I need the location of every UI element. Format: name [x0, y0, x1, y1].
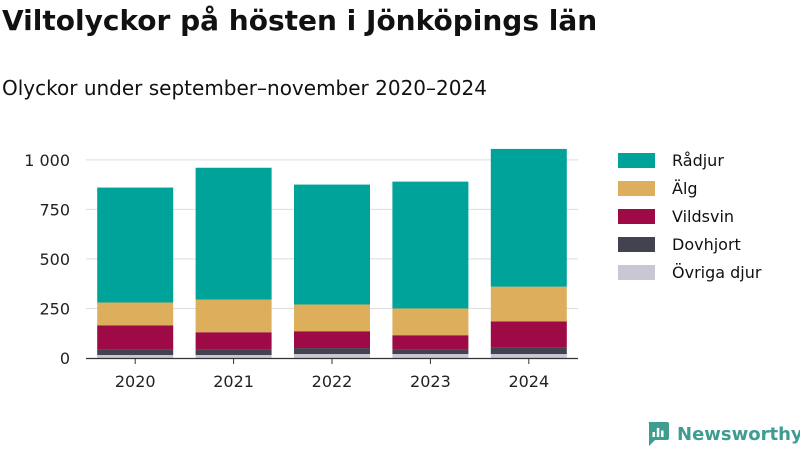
brand-name: Newsworthy: [677, 423, 800, 445]
bar-segment: [392, 354, 469, 358]
legend-swatch-alg: [618, 180, 655, 196]
legend-item-ovriga-djur: Övriga djur: [618, 258, 761, 286]
bar-segment: [392, 335, 469, 350]
y-tick-label: 500: [39, 250, 70, 269]
legend-label-radjur: Rådjur: [672, 150, 724, 170]
bar-segment: [490, 347, 567, 355]
legend-label-alg: Älg: [672, 178, 698, 198]
bar-segment: [294, 304, 370, 332]
bar-segment: [392, 308, 469, 336]
legend-swatch-vildsvin: [618, 208, 655, 224]
bar-segment: [294, 184, 370, 305]
y-tick-label: 0: [60, 349, 70, 368]
x-tick-label: 2024: [508, 372, 549, 391]
bar-segment: [97, 302, 174, 326]
bar-segment: [195, 332, 272, 350]
bar-segment: [195, 349, 272, 356]
legend-item-vildsvin: Vildsvin: [618, 202, 761, 230]
legend: Rådjur Älg Vildsvin Dovhjort Övriga djur: [618, 146, 761, 286]
legend-item-radjur: Rådjur: [618, 146, 761, 174]
bar-segment: [294, 354, 370, 358]
bar-segment: [294, 348, 370, 355]
legend-item-dovhjort: Dovhjort: [618, 230, 761, 258]
newsworthy-logo-icon: [648, 422, 669, 446]
bar-segment: [490, 286, 567, 322]
bar-segment: [392, 349, 469, 355]
x-tick-label: 2023: [410, 372, 451, 391]
y-tick-label: 1 000: [24, 151, 70, 170]
legend-swatch-dovhjort: [618, 236, 655, 252]
bar-segment: [97, 325, 174, 350]
bar-segment: [195, 299, 272, 333]
chart-subtitle: Olyckor under september–november 2020–20…: [2, 76, 487, 100]
chart-title: Viltolyckor på hösten i Jönköpings län: [2, 4, 598, 37]
x-tick-label: 2020: [115, 372, 156, 391]
bar-segment: [195, 167, 272, 300]
y-tick-label: 250: [39, 299, 70, 318]
legend-label-ovriga-djur: Övriga djur: [672, 262, 762, 282]
bar-segment: [490, 354, 567, 358]
bar-segment: [392, 181, 469, 309]
bar-segment: [97, 187, 174, 303]
bar-segment: [97, 349, 174, 356]
bar-segment: [490, 321, 567, 348]
y-tick-label: 750: [39, 200, 70, 219]
bar-segment: [294, 331, 370, 349]
legend-swatch-radjur: [618, 152, 655, 168]
bar-segment: [195, 355, 272, 358]
legend-swatch-ovriga-djur: [618, 264, 655, 280]
x-tick-label: 2022: [312, 372, 353, 391]
bar-segment: [97, 355, 174, 358]
brand: Newsworthy: [646, 421, 800, 447]
legend-label-vildsvin: Vildsvin: [672, 206, 735, 226]
x-tick-label: 2021: [213, 372, 254, 391]
bar-segment: [490, 148, 567, 287]
legend-label-dovhjort: Dovhjort: [672, 234, 741, 254]
legend-item-alg: Älg: [618, 174, 761, 202]
